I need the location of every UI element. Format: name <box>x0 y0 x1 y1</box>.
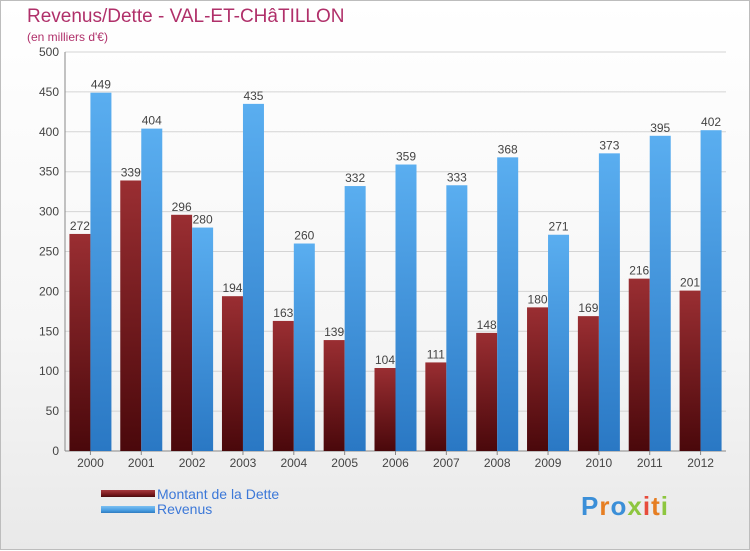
x-tick-label: 2004 <box>280 456 307 470</box>
chart-subtitle: (en milliers d'€) <box>27 30 108 44</box>
bar-revenus <box>598 153 620 451</box>
bar-revenus <box>344 186 366 451</box>
y-tick-label: 450 <box>39 85 59 99</box>
logo-letter: i <box>660 491 669 521</box>
bar-dette <box>425 362 447 451</box>
legend-swatch-dette <box>101 490 155 497</box>
x-tick-label: 2009 <box>535 456 562 470</box>
data-label-revenus: 333 <box>447 170 467 184</box>
bar-dette <box>628 278 650 451</box>
data-label-dette: 339 <box>121 165 141 179</box>
bar-revenus <box>548 234 570 451</box>
logo-letter: x <box>627 491 643 521</box>
legend-label-dette: Montant de la Dette <box>157 486 280 502</box>
data-label-dette: 169 <box>578 301 598 315</box>
bar-revenus <box>242 103 264 452</box>
data-label-revenus: 435 <box>243 89 263 103</box>
y-tick-label: 0 <box>52 444 59 458</box>
x-tick-label: 2003 <box>230 456 257 470</box>
data-label-revenus: 260 <box>294 229 314 243</box>
data-label-dette: 139 <box>324 325 344 339</box>
bar-dette <box>272 320 294 451</box>
legend-label-revenus: Revenus <box>157 501 213 517</box>
data-label-dette: 163 <box>273 306 293 320</box>
bar-revenus <box>446 185 468 452</box>
bar-revenus <box>192 227 214 451</box>
bar-revenus <box>649 135 671 452</box>
data-label-dette: 194 <box>222 281 242 295</box>
logo-letter: o <box>610 491 628 521</box>
bar-dette <box>679 290 701 451</box>
data-label-revenus: 280 <box>193 213 213 227</box>
logo-letter: t <box>651 491 661 521</box>
bar-dette <box>527 307 549 451</box>
bar-revenus <box>497 157 519 451</box>
data-label-revenus: 271 <box>549 220 569 234</box>
y-tick-label: 300 <box>39 205 59 219</box>
x-tick-label: 2002 <box>179 456 206 470</box>
data-label-revenus: 395 <box>650 121 670 135</box>
data-label-dette: 201 <box>680 276 700 290</box>
data-label-dette: 272 <box>70 219 90 233</box>
y-tick-label: 100 <box>39 364 59 378</box>
data-label-revenus: 373 <box>599 138 619 152</box>
x-tick-label: 2001 <box>128 456 155 470</box>
x-tick-label: 2008 <box>484 456 511 470</box>
y-tick-label: 150 <box>39 324 59 338</box>
bar-dette <box>476 332 498 451</box>
x-tick-label: 2006 <box>382 456 409 470</box>
y-tick-label: 250 <box>39 245 59 259</box>
data-label-dette: 296 <box>172 200 192 214</box>
logo-letter: P <box>581 491 600 521</box>
x-tick-label: 2005 <box>331 456 358 470</box>
x-tick-label: 2000 <box>77 456 104 470</box>
data-label-revenus: 449 <box>91 78 111 92</box>
data-label-dette: 180 <box>528 292 548 306</box>
bar-dette <box>577 316 599 451</box>
bar-dette <box>374 368 396 451</box>
bar-dette <box>323 340 345 451</box>
logo-letter: i <box>642 491 652 521</box>
proxiti-logo: Proxiti <box>581 491 669 522</box>
x-tick-label: 2007 <box>433 456 460 470</box>
y-tick-label: 200 <box>39 284 59 298</box>
legend-swatch-revenus <box>101 506 155 513</box>
y-tick-label: 500 <box>39 45 59 59</box>
y-tick-label: 350 <box>39 165 59 179</box>
bar-revenus <box>90 92 112 451</box>
chart-title: Revenus/Dette - VAL-ET-CHâTILLON <box>27 6 345 27</box>
data-label-revenus: 402 <box>701 115 721 129</box>
bar-revenus <box>293 243 315 451</box>
bar-dette <box>120 180 142 451</box>
data-label-dette: 148 <box>477 318 497 332</box>
x-tick-label: 2012 <box>687 456 714 470</box>
bar-revenus <box>141 128 163 451</box>
data-label-revenus: 404 <box>142 114 162 128</box>
data-label-revenus: 359 <box>396 150 416 164</box>
x-tick-label: 2011 <box>637 456 663 470</box>
data-label-dette: 111 <box>427 347 446 361</box>
data-label-dette: 216 <box>629 264 649 278</box>
y-tick-label: 400 <box>39 125 59 139</box>
data-label-revenus: 368 <box>498 142 518 156</box>
logo-letter: r <box>599 491 611 521</box>
data-label-dette: 104 <box>375 353 395 367</box>
bar-dette <box>69 233 91 451</box>
data-label-revenus: 332 <box>345 171 365 185</box>
bar-dette <box>171 214 193 451</box>
bar-revenus <box>700 130 722 452</box>
bar-revenus <box>395 164 417 451</box>
y-tick-label: 50 <box>46 404 60 418</box>
x-tick-label: 2010 <box>586 456 613 470</box>
bar-dette <box>221 296 243 451</box>
